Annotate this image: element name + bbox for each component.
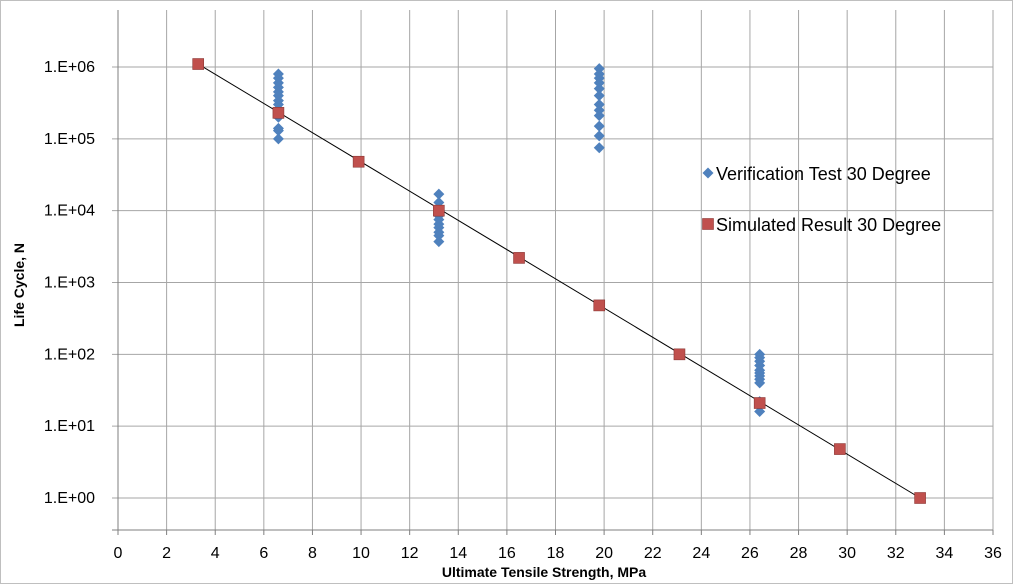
data-point-square xyxy=(433,204,445,217)
x-tick-label: 24 xyxy=(692,545,710,562)
x-tick-label: 32 xyxy=(887,545,905,562)
x-tick-label: 14 xyxy=(449,545,467,562)
data-point-diamond xyxy=(593,110,605,122)
data-point-square xyxy=(753,397,766,409)
axes: 0 2 4 6 8 10 12 14 16 18 20 22 24 26 28 30 32 34 361.E+001… xyxy=(44,10,1002,562)
y-tick-label: 1.E+04 xyxy=(44,203,95,220)
y-tick-label: 1.E+01 xyxy=(44,418,95,435)
data-point-square xyxy=(513,252,525,264)
x-tick-label: 8 xyxy=(308,545,317,562)
y-axis-title: Life Cycle, N xyxy=(11,243,27,327)
series-layer xyxy=(192,58,926,504)
x-tick-label: 6 xyxy=(259,545,268,562)
legend-label: Verification Test 30 Degree xyxy=(716,164,931,184)
data-point-square xyxy=(914,492,926,504)
y-tick-label: 1.E+00 xyxy=(44,490,95,507)
y-tick-label: 1.E+02 xyxy=(44,346,95,363)
x-tick-label: 18 xyxy=(547,545,565,562)
x-tick-label: 30 xyxy=(838,545,856,562)
data-point-diamond xyxy=(433,188,445,200)
data-point-diamond xyxy=(433,230,445,242)
legend: Verification Test 30 Degree Simulated Res… xyxy=(702,164,941,235)
x-tick-label: 28 xyxy=(790,545,808,562)
data-point-diamond xyxy=(593,142,605,154)
x-tick-label: 36 xyxy=(984,545,1002,562)
x-tick-label: 2 xyxy=(162,545,171,562)
x-tick-label: 22 xyxy=(644,545,662,562)
x-tick-label: 12 xyxy=(401,545,419,562)
trendline-layer xyxy=(197,63,921,499)
y-tick-label: 1.E+05 xyxy=(44,131,95,148)
x-tick-label: 10 xyxy=(352,545,370,562)
data-point-diamond xyxy=(593,90,605,102)
data-point-diamond xyxy=(433,236,445,248)
data-point-diamond xyxy=(593,120,605,132)
legend-marker-verification xyxy=(702,167,714,179)
data-point-diamond xyxy=(272,133,284,145)
x-tick-label: 0 xyxy=(114,545,123,562)
x-tick-label: 20 xyxy=(595,545,613,562)
trendline xyxy=(197,63,921,499)
x-tick-label: 16 xyxy=(498,545,516,562)
x-tick-label: 4 xyxy=(211,545,220,562)
data-point-diamond xyxy=(593,99,605,111)
data-point-diamond xyxy=(593,83,605,95)
x-tick-label: 34 xyxy=(935,545,953,562)
data-point-square xyxy=(834,443,846,455)
x-tick-label: 26 xyxy=(741,545,759,562)
series-simulated xyxy=(192,58,926,504)
labels: Ultimate Tensile Strength, MPa Life Cycl… xyxy=(11,243,646,580)
data-point-square xyxy=(593,299,606,312)
data-point-diamond xyxy=(593,130,605,142)
data-point-diamond xyxy=(272,125,284,137)
data-point-square xyxy=(272,107,285,119)
y-tick-label: 1.E+06 xyxy=(44,59,95,76)
legend-marker-simulated xyxy=(702,218,714,230)
x-axis-title: Ultimate Tensile Strength, MPa xyxy=(442,564,647,580)
legend-label: Simulated Result 30 Degree xyxy=(716,215,941,235)
data-point-square xyxy=(192,58,205,70)
y-tick-label: 1.E+03 xyxy=(44,275,95,292)
data-point-square xyxy=(352,155,365,168)
data-point-diamond xyxy=(754,377,766,389)
data-point-diamond xyxy=(593,77,605,89)
data-point-square xyxy=(673,348,686,361)
